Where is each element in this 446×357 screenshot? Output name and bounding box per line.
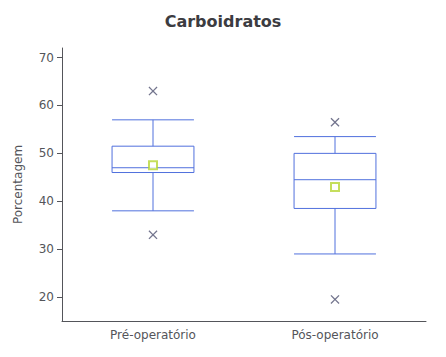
svg-text:40: 40	[39, 194, 54, 208]
svg-text:20: 20	[39, 290, 54, 304]
svg-text:Porcentagem: Porcentagem	[11, 145, 25, 224]
svg-text:30: 30	[39, 242, 54, 256]
svg-text:50: 50	[39, 146, 54, 160]
svg-text:Pré-operatório: Pré-operatório	[110, 328, 196, 342]
svg-text:Pós-operatório: Pós-operatório	[291, 328, 378, 342]
svg-text:70: 70	[39, 51, 54, 65]
svg-text:60: 60	[39, 98, 54, 112]
svg-text:Carboidratos: Carboidratos	[165, 12, 282, 31]
